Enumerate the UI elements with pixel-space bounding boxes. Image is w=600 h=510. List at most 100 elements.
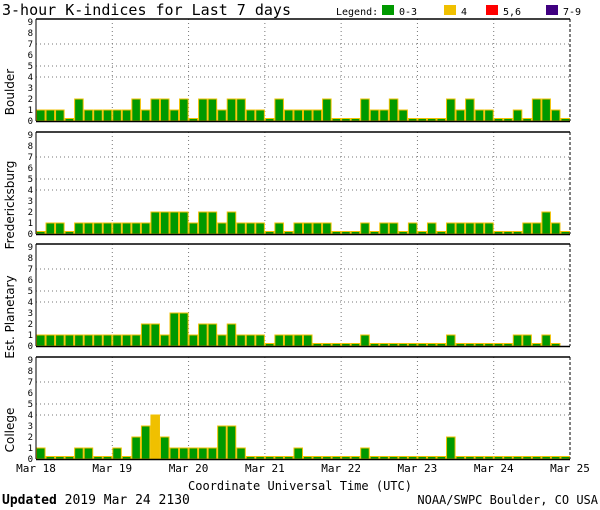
k-index-bar <box>474 456 485 460</box>
y-tick-label: 3 <box>28 197 33 207</box>
k-index-bar <box>474 222 485 235</box>
legend-label: Legend: <box>336 7 378 18</box>
y-tick-label: 3 <box>28 84 33 94</box>
k-index-bar <box>331 118 342 122</box>
k-index-bar <box>55 109 65 122</box>
k-index-bar <box>274 98 284 122</box>
y-tick-label: 1 <box>28 331 33 341</box>
k-index-bar <box>388 98 399 122</box>
y-tick-label: 9 <box>28 131 33 141</box>
k-index-bar <box>36 231 46 235</box>
k-index-bar <box>474 343 485 347</box>
k-index-bar <box>226 425 237 460</box>
k-index-bar <box>531 343 542 347</box>
y-tick-label: 2 <box>28 320 33 330</box>
k-index-bar <box>159 98 170 122</box>
y-tick-label: 4 <box>28 411 33 421</box>
x-tick-label: Mar 22 <box>321 462 361 475</box>
x-tick-label: Mar 24 <box>474 462 514 475</box>
legend-swatch <box>382 5 394 15</box>
k-index-bar <box>283 456 294 460</box>
k-index-bar <box>159 436 170 460</box>
k-index-bar <box>74 222 84 235</box>
k-index-bar <box>293 222 304 235</box>
k-index-bar <box>360 222 370 235</box>
k-index-bar <box>83 222 94 235</box>
k-index-bar <box>484 222 494 235</box>
k-index-bar <box>264 118 275 122</box>
y-tick-label: 8 <box>28 367 33 377</box>
k-index-bar <box>379 456 389 460</box>
k-index-bar <box>436 456 447 460</box>
k-index-bar <box>398 231 408 235</box>
y-tick-label: 2 <box>28 433 33 443</box>
k-index-bar <box>493 456 504 460</box>
k-index-bar <box>102 109 113 122</box>
k-index-bar <box>541 456 551 460</box>
k-index-bar <box>493 118 504 122</box>
k-index-bar <box>245 334 256 347</box>
k-index-bar <box>112 447 122 460</box>
k-index-bar <box>322 456 332 460</box>
x-tick-label: Mar 21 <box>245 462 285 475</box>
y-tick-label: 3 <box>28 309 33 319</box>
k-index-bar <box>64 334 75 347</box>
k-index-bar <box>140 323 151 347</box>
k-index-bar <box>55 334 65 347</box>
k-index-bar <box>188 334 199 347</box>
k-index-bar <box>360 334 370 347</box>
k-index-bar <box>455 109 466 122</box>
k-index-bar <box>426 343 437 347</box>
k-index-bar <box>45 456 56 460</box>
y-tick-label: 2 <box>28 95 33 105</box>
k-index-bar <box>131 98 141 122</box>
panel-title: Fredericksburg <box>3 161 17 250</box>
k-index-bar <box>207 323 218 347</box>
k-index-bar <box>121 334 132 347</box>
k-index-bar <box>426 456 437 460</box>
x-tick-label: Mar 23 <box>398 462 438 475</box>
k-index-bar <box>255 456 265 460</box>
y-tick-label: 5 <box>28 175 33 185</box>
k-index-bar <box>255 109 265 122</box>
y-tick-label: 3 <box>28 422 33 432</box>
k-index-bar <box>121 456 132 460</box>
source-credit: NOAA/SWPC Boulder, CO USA <box>417 493 598 507</box>
k-index-bar <box>312 222 323 235</box>
k-index-bar <box>36 109 46 122</box>
k-index-bar <box>64 456 75 460</box>
k-index-bar <box>112 334 122 347</box>
k-index-bar <box>150 323 160 347</box>
k-index-bar <box>350 456 361 460</box>
k-index-bar <box>179 312 189 347</box>
y-tick-label: 1 <box>28 444 33 454</box>
k-index-bar <box>255 334 265 347</box>
k-index-bar <box>531 98 542 122</box>
k-index-bar <box>36 447 46 460</box>
k-index-bar <box>436 231 447 235</box>
k-index-bar <box>541 211 551 235</box>
k-index-bar <box>322 343 332 347</box>
k-index-bar <box>303 222 313 235</box>
k-index-bar <box>102 456 113 460</box>
k-index-bar <box>436 118 447 122</box>
k-index-bar <box>226 211 237 235</box>
y-tick-label: 0 <box>28 342 33 352</box>
y-tick-label: 2 <box>28 208 33 218</box>
k-index-bar <box>274 222 284 235</box>
k-index-bar <box>179 211 189 235</box>
k-index-bar <box>484 343 494 347</box>
panel-title: College <box>3 408 17 453</box>
k-index-bar <box>455 222 466 235</box>
k-index-bar <box>560 118 571 122</box>
k-index-bar <box>398 343 408 347</box>
k-index-bar <box>93 222 103 235</box>
legend-entry-label: 4 <box>461 7 467 18</box>
k-index-bar <box>436 343 447 347</box>
k-index-bar <box>140 222 151 235</box>
k-index-bar <box>150 211 160 235</box>
k-index-bar <box>512 231 523 235</box>
k-index-bar <box>398 109 408 122</box>
